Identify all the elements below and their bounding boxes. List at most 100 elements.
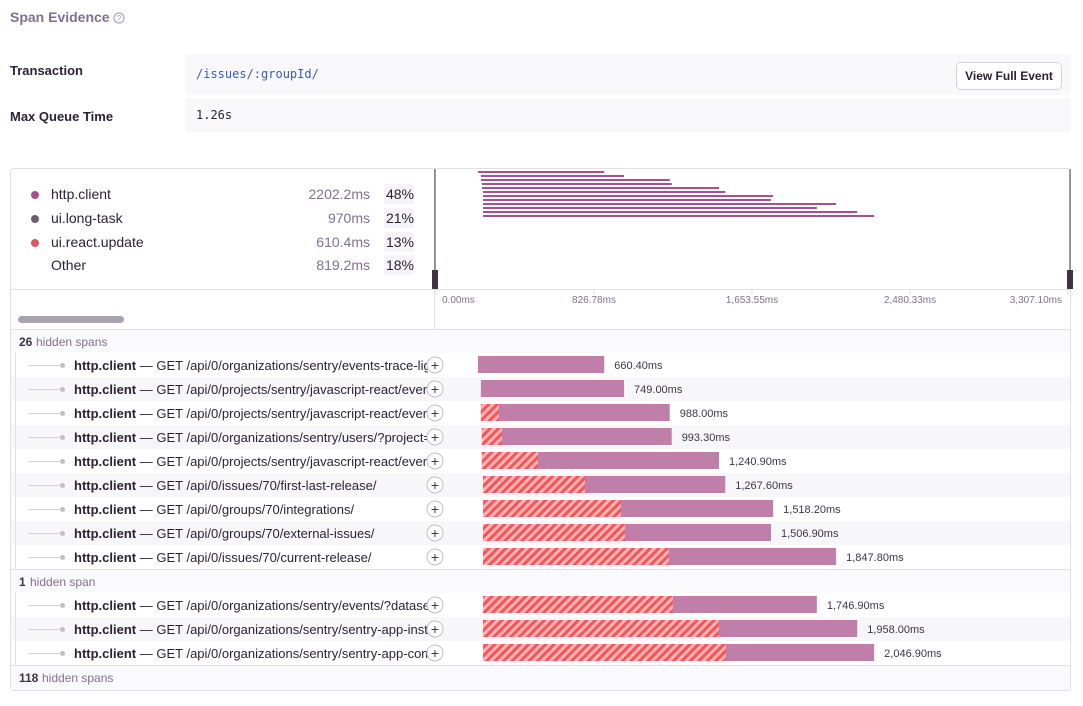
span-op: http.client bbox=[74, 598, 137, 613]
span-description: http.client — GET /api/0/issues/70/curre… bbox=[74, 550, 428, 565]
tree-line bbox=[15, 617, 16, 641]
hidden-count: 118 bbox=[19, 671, 39, 685]
separator: — bbox=[139, 646, 153, 661]
view-full-event-button[interactable]: View Full Event bbox=[956, 62, 1062, 90]
field-box bbox=[185, 98, 1071, 132]
separator: — bbox=[139, 454, 153, 469]
percent-bg bbox=[384, 208, 414, 228]
span-description: http.client — GET /api/0/organizations/s… bbox=[74, 646, 428, 661]
separator: — bbox=[139, 598, 153, 613]
tree-connector bbox=[28, 389, 60, 390]
tree-connector bbox=[28, 413, 60, 414]
op-duration: 2202.2ms bbox=[308, 186, 370, 202]
span-row[interactable]: http.client — GET /api/0/organizations/s… bbox=[11, 353, 1070, 377]
tree-connector bbox=[28, 557, 60, 558]
span-op: http.client bbox=[74, 430, 137, 445]
span-description: http.client — GET /api/0/projects/sentry… bbox=[74, 454, 428, 469]
tree-line bbox=[15, 473, 16, 497]
tree-dot bbox=[60, 603, 65, 608]
tree-connector bbox=[28, 605, 60, 606]
span-description: http.client — GET /api/0/organizations/s… bbox=[74, 598, 428, 613]
separator: — bbox=[139, 430, 153, 445]
span-text: GET /api/0/groups/70/external-issues/ bbox=[156, 526, 375, 541]
span-row[interactable]: http.client — GET /api/0/projects/sentry… bbox=[11, 401, 1070, 425]
span-row[interactable]: http.client — GET /api/0/projects/sentry… bbox=[11, 377, 1070, 401]
span-row[interactable]: http.client — GET /api/0/projects/sentry… bbox=[11, 449, 1070, 473]
span-description: http.client — GET /api/0/issues/70/first… bbox=[74, 478, 428, 493]
span-op: http.client bbox=[74, 454, 137, 469]
tree-line bbox=[15, 353, 16, 377]
span-row[interactable]: http.client — GET /api/0/groups/70/exter… bbox=[11, 521, 1070, 545]
span-text: GET /api/0/projects/sentry/javascript-re… bbox=[156, 382, 428, 397]
tree-dot bbox=[60, 531, 65, 536]
span-row[interactable]: http.client — GET /api/0/organizations/s… bbox=[11, 593, 1070, 617]
percent-bg bbox=[384, 255, 414, 275]
span-description: http.client — GET /api/0/projects/sentry… bbox=[74, 406, 428, 421]
span-op: http.client bbox=[74, 502, 137, 517]
op-duration: 819.2ms bbox=[316, 257, 370, 273]
op-name: ui.react.update bbox=[51, 234, 144, 250]
span-description: http.client — GET /api/0/groups/70/exter… bbox=[74, 526, 428, 541]
separator: — bbox=[139, 358, 153, 373]
tree-dot bbox=[60, 627, 65, 632]
transaction-link[interactable]: /issues/:groupId/ bbox=[196, 67, 319, 81]
span-row[interactable]: http.client — GET /api/0/issues/70/curre… bbox=[11, 545, 1070, 569]
span-description: http.client — GET /api/0/projects/sentry… bbox=[74, 382, 428, 397]
span-op: http.client bbox=[74, 382, 137, 397]
divider bbox=[434, 169, 435, 329]
percent-bg bbox=[384, 184, 414, 204]
span-description: http.client — GET /api/0/organizations/s… bbox=[74, 430, 428, 445]
span-row[interactable]: http.client — GET /api/0/organizations/s… bbox=[11, 425, 1070, 449]
field-label: Max Queue Time bbox=[10, 109, 114, 124]
hidden-spans-row[interactable]: 118 hidden spans bbox=[11, 665, 1070, 691]
scrollbar[interactable] bbox=[18, 316, 124, 323]
field-label: Transaction bbox=[10, 63, 83, 78]
hidden-spans-row[interactable]: 1 hidden span bbox=[11, 569, 1070, 595]
separator: — bbox=[139, 478, 153, 493]
span-row[interactable]: http.client — GET /api/0/organizations/s… bbox=[11, 641, 1070, 665]
tree-dot bbox=[60, 507, 65, 512]
span-row[interactable]: http.client — GET /api/0/groups/70/integ… bbox=[11, 497, 1070, 521]
tree-line bbox=[15, 497, 16, 521]
hidden-count: 1 bbox=[19, 575, 26, 589]
tree-connector bbox=[28, 365, 60, 366]
tree-dot bbox=[60, 387, 65, 392]
span-text: GET /api/0/organizations/sentry/sentry-a… bbox=[156, 646, 428, 661]
tree-connector bbox=[28, 533, 60, 534]
tree-dot bbox=[60, 459, 65, 464]
tree-line bbox=[15, 641, 16, 665]
separator: — bbox=[139, 502, 153, 517]
span-description: http.client — GET /api/0/groups/70/integ… bbox=[74, 502, 428, 517]
span-op: http.client bbox=[74, 478, 137, 493]
tree-line bbox=[15, 401, 16, 425]
span-text: GET /api/0/issues/70/current-release/ bbox=[156, 550, 372, 565]
span-text: GET /api/0/projects/sentry/javascript-re… bbox=[156, 406, 428, 421]
span-text: GET /api/0/issues/70/first-last-release/ bbox=[156, 478, 377, 493]
span-op: http.client bbox=[74, 406, 137, 421]
legend-dot bbox=[31, 191, 39, 199]
tree-dot bbox=[60, 411, 65, 416]
op-name: Other bbox=[51, 257, 87, 273]
tree-dot bbox=[60, 651, 65, 656]
span-text: GET /api/0/organizations/sentry/events/?… bbox=[156, 598, 428, 613]
op-duration: 610.4ms bbox=[316, 234, 370, 250]
span-row[interactable]: http.client — GET /api/0/organizations/s… bbox=[11, 617, 1070, 641]
tree-connector bbox=[28, 437, 60, 438]
op-percent: 21% bbox=[385, 210, 414, 226]
hidden-count: 26 bbox=[19, 335, 33, 349]
hidden-label: hidden spans bbox=[42, 671, 114, 685]
span-op: http.client bbox=[74, 622, 137, 637]
separator: — bbox=[139, 526, 153, 541]
tree-connector bbox=[28, 461, 60, 462]
hidden-spans-row[interactable]: 26 hidden spans bbox=[11, 329, 1070, 355]
tree-line bbox=[15, 545, 16, 569]
op-percent: 48% bbox=[385, 186, 414, 202]
span-row[interactable]: http.client — GET /api/0/issues/70/first… bbox=[11, 473, 1070, 497]
hidden-label: hidden span bbox=[30, 575, 96, 589]
span-text: GET /api/0/organizations/sentry/users/?p… bbox=[156, 430, 428, 445]
tree-connector bbox=[28, 485, 60, 486]
op-percent: 18% bbox=[385, 257, 414, 273]
separator: — bbox=[139, 550, 153, 565]
help-icon[interactable]: ? bbox=[113, 12, 125, 24]
